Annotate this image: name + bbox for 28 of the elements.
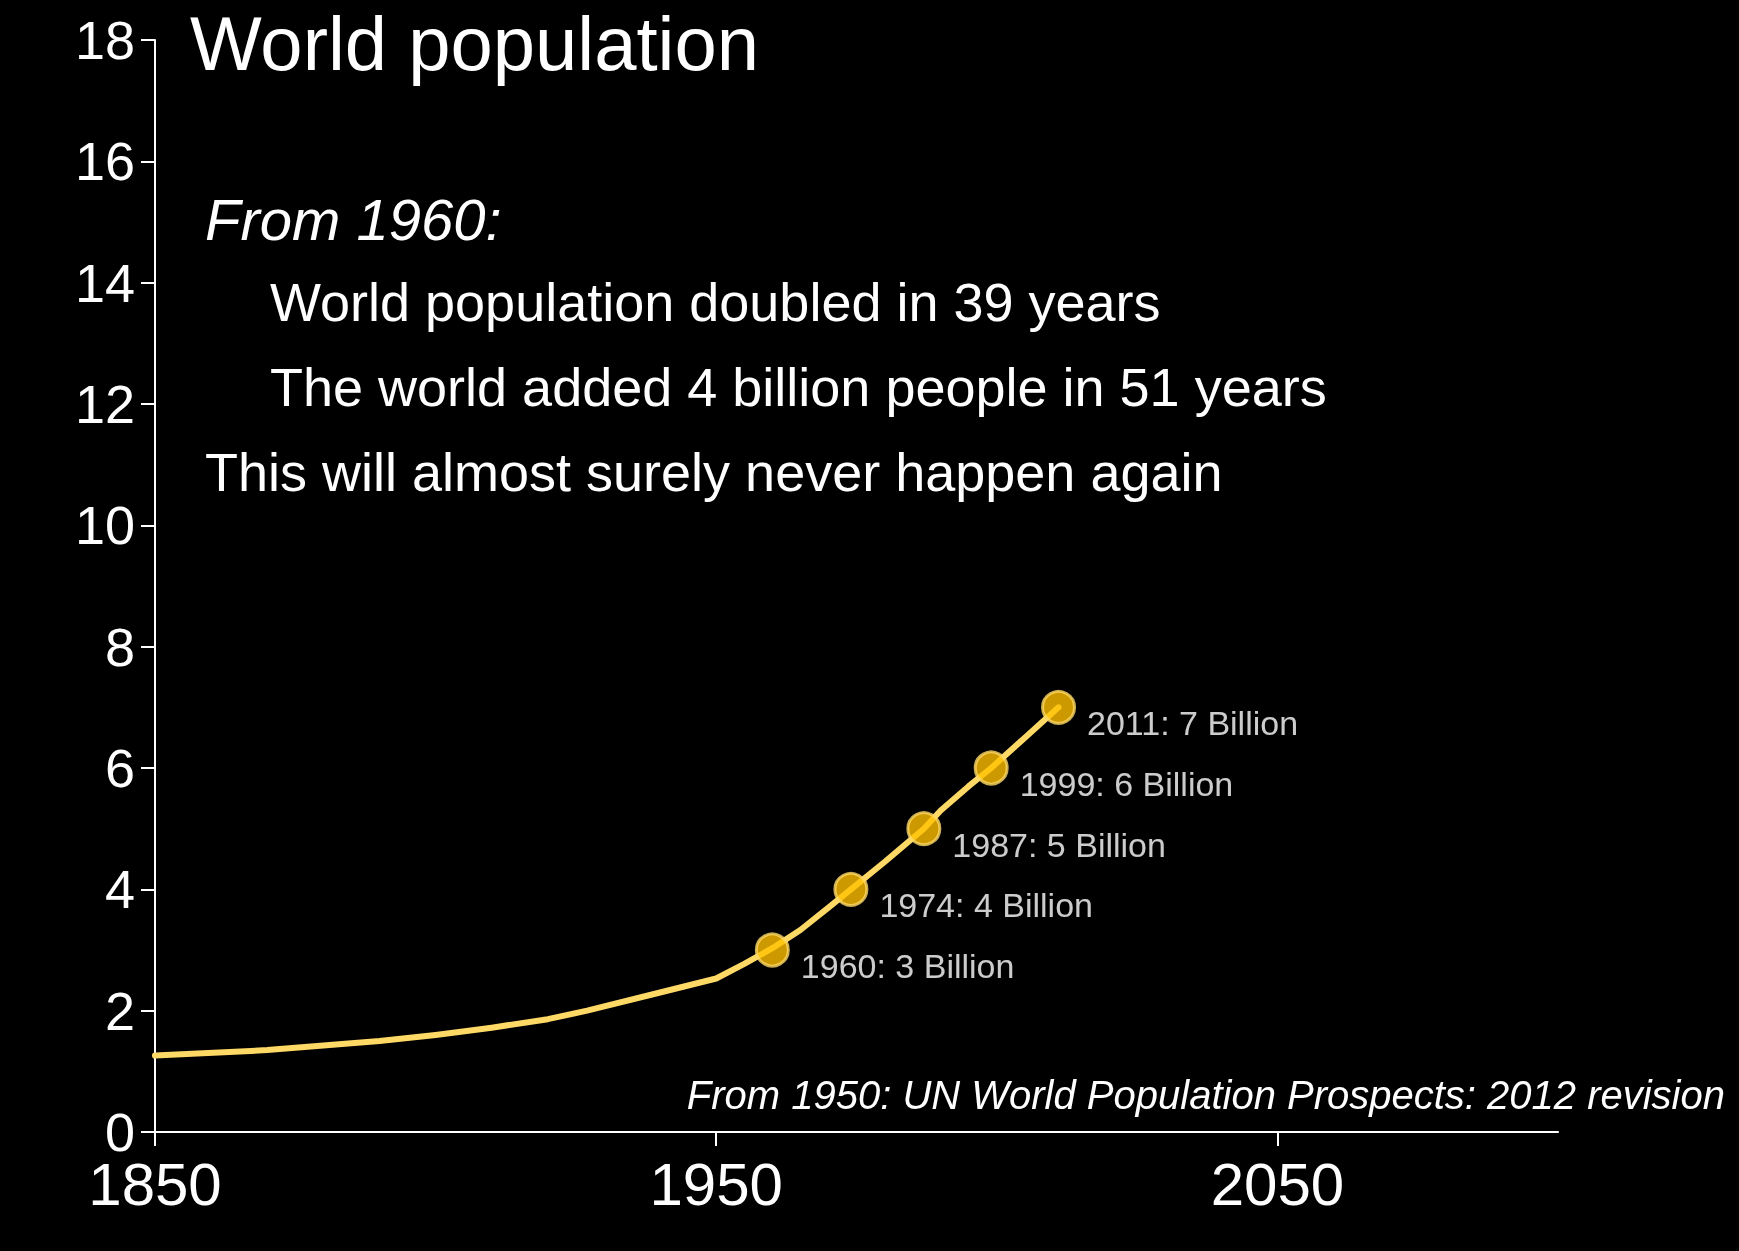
y-tick-label: 6 bbox=[104, 738, 135, 798]
data-label: 1974: 4 Billion bbox=[879, 886, 1093, 925]
annotation: From 1950: UN World Population Prospects: 2012 revision bbox=[686, 1073, 1725, 1117]
y-tick-label: 8 bbox=[104, 616, 135, 677]
annotation: World population doubled in 39 years bbox=[270, 272, 1161, 332]
x-tick-label: 2050 bbox=[1210, 1150, 1345, 1218]
y-tick-label: 10 bbox=[74, 495, 135, 556]
y-tick-label: 4 bbox=[104, 859, 135, 920]
y-tick-label: 16 bbox=[74, 131, 135, 192]
y-tick-label: 12 bbox=[74, 374, 135, 434]
data-label: 2011: 7 Billion bbox=[1087, 704, 1299, 743]
point bbox=[973, 750, 1009, 786]
y-tick-label: 14 bbox=[74, 252, 135, 313]
y-tick-label: 2 bbox=[104, 980, 135, 1041]
y-tick-label: 18 bbox=[74, 10, 135, 70]
y-tick-label: 0 bbox=[104, 1102, 135, 1162]
annotation: This will almost surely never happen again bbox=[205, 442, 1223, 502]
data-label: 1960: 3 Billion bbox=[800, 947, 1015, 985]
x-tick-label: 1950 bbox=[649, 1150, 783, 1218]
point bbox=[833, 871, 869, 907]
data-label: 1987: 5 Billion bbox=[952, 825, 1166, 864]
point bbox=[906, 811, 942, 847]
annotation: From 1960: bbox=[205, 186, 502, 252]
point bbox=[754, 932, 790, 968]
chart-title: World population bbox=[190, 0, 759, 86]
point bbox=[1041, 689, 1077, 725]
data-label: 1999: 6 Billion bbox=[1019, 765, 1234, 803]
annotation: The world added 4 billion people in 51 years bbox=[270, 357, 1327, 417]
